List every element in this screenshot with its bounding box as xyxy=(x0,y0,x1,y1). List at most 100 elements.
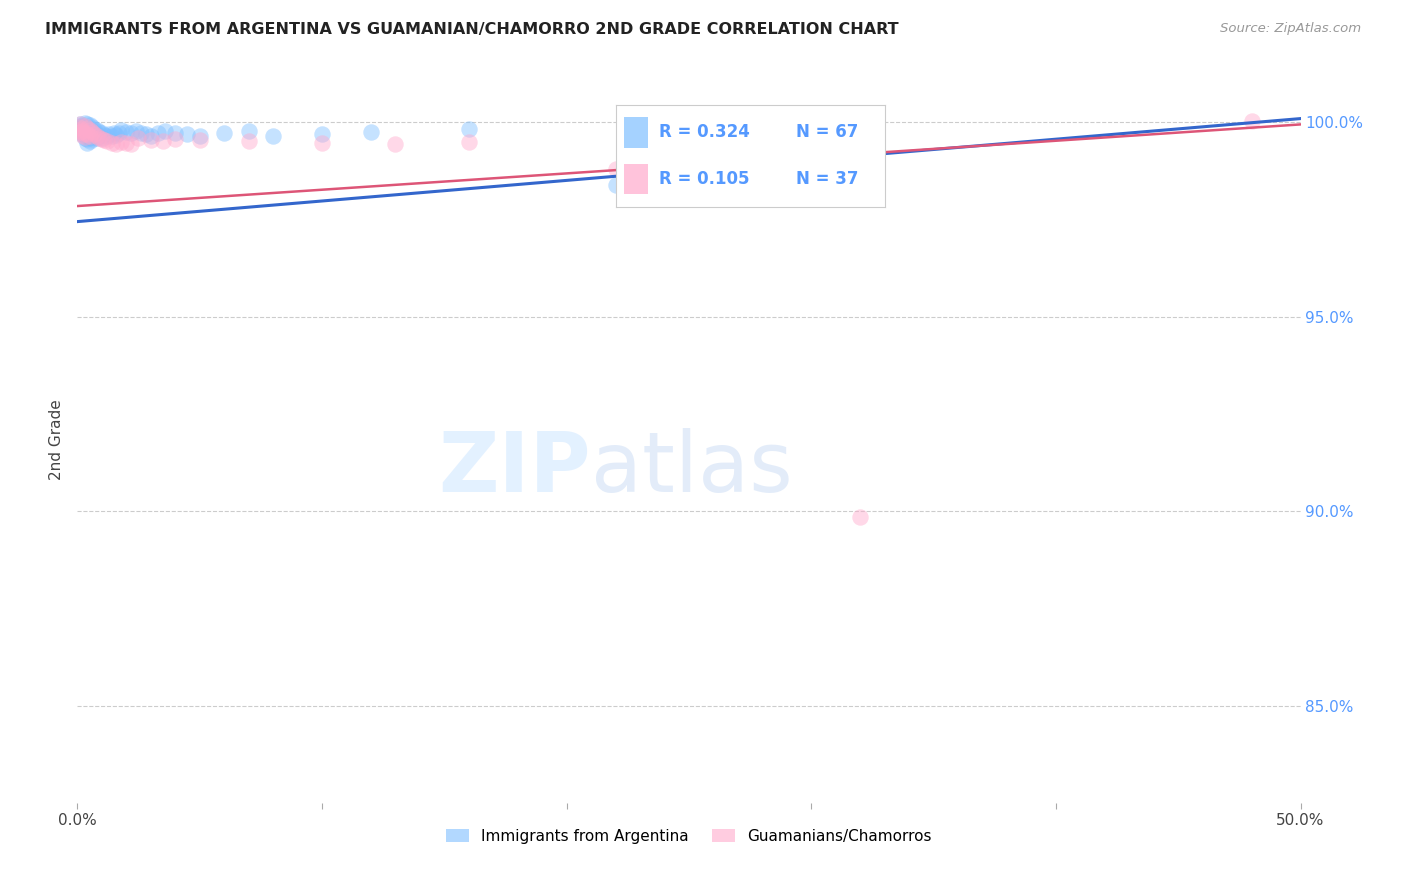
Point xyxy=(80,124,103,138)
Point xyxy=(125,124,148,138)
Point xyxy=(96,134,118,148)
Point xyxy=(176,127,198,141)
Point xyxy=(76,127,98,141)
Point xyxy=(70,123,93,137)
Point xyxy=(73,131,96,145)
Point xyxy=(79,123,101,137)
Point xyxy=(67,120,90,135)
Point xyxy=(135,127,157,141)
Point xyxy=(79,129,101,144)
Point xyxy=(384,137,406,152)
Point xyxy=(849,510,872,524)
Point xyxy=(73,120,96,134)
Point xyxy=(79,122,101,136)
Point xyxy=(238,124,260,138)
Point xyxy=(89,125,111,139)
Point xyxy=(83,121,105,136)
Point xyxy=(188,128,211,143)
Point xyxy=(69,117,91,131)
Point xyxy=(86,131,108,145)
Point xyxy=(76,136,98,150)
Point xyxy=(824,113,846,128)
Point xyxy=(146,127,169,141)
Text: Source: ZipAtlas.com: Source: ZipAtlas.com xyxy=(1220,22,1361,36)
Point xyxy=(103,127,125,141)
Point xyxy=(83,126,105,140)
Point xyxy=(73,128,96,142)
Point xyxy=(96,129,118,144)
Text: atlas: atlas xyxy=(591,428,793,509)
Point xyxy=(605,162,627,177)
Point xyxy=(80,125,103,139)
Point xyxy=(69,117,91,131)
Point xyxy=(110,123,132,137)
Point xyxy=(129,126,152,140)
Point xyxy=(79,126,101,140)
Point xyxy=(108,126,131,140)
Point xyxy=(105,136,128,151)
Point xyxy=(76,125,98,139)
Point xyxy=(83,127,105,141)
Point xyxy=(76,132,98,146)
Point xyxy=(1240,113,1263,128)
Text: IMMIGRANTS FROM ARGENTINA VS GUAMANIAN/CHAMORRO 2ND GRADE CORRELATION CHART: IMMIGRANTS FROM ARGENTINA VS GUAMANIAN/C… xyxy=(45,22,898,37)
Point xyxy=(188,133,211,147)
Y-axis label: 2nd Grade: 2nd Grade xyxy=(49,399,65,480)
Point xyxy=(155,124,177,138)
Point xyxy=(76,128,98,143)
Point xyxy=(120,127,142,141)
Point xyxy=(80,132,103,146)
Point xyxy=(67,120,90,134)
Point xyxy=(93,128,115,142)
Point xyxy=(152,134,174,148)
Point xyxy=(73,116,96,130)
Point xyxy=(89,131,111,145)
Point xyxy=(457,122,479,136)
Point xyxy=(90,130,112,145)
Point xyxy=(72,125,94,139)
Point xyxy=(105,128,128,142)
Point xyxy=(93,133,115,147)
Point xyxy=(165,132,187,146)
Point xyxy=(80,120,103,135)
Point xyxy=(77,130,100,145)
Point xyxy=(90,127,112,141)
Point xyxy=(360,125,382,139)
Point xyxy=(89,129,111,144)
Point xyxy=(311,136,333,150)
Point xyxy=(86,123,108,137)
Point xyxy=(86,127,108,141)
Point xyxy=(139,128,162,143)
Point xyxy=(110,135,132,149)
Point xyxy=(70,122,93,136)
Point xyxy=(115,125,138,139)
Point xyxy=(120,137,142,152)
Point xyxy=(115,136,138,150)
Point xyxy=(70,127,93,141)
Point xyxy=(212,127,235,141)
Point xyxy=(165,126,187,140)
Point xyxy=(73,130,96,145)
Point xyxy=(76,121,98,136)
Point xyxy=(70,120,93,135)
Point xyxy=(90,132,112,146)
Point xyxy=(73,120,96,135)
Point xyxy=(76,117,98,131)
Point xyxy=(70,124,93,138)
Point xyxy=(139,132,162,146)
Text: ZIP: ZIP xyxy=(439,428,591,509)
Point xyxy=(98,127,121,141)
Point xyxy=(83,129,105,144)
Point xyxy=(79,134,101,148)
Point xyxy=(79,129,101,144)
Point xyxy=(69,125,91,139)
Point xyxy=(457,135,479,149)
Point xyxy=(72,127,94,141)
Point xyxy=(70,119,93,133)
Point xyxy=(79,118,101,132)
Point xyxy=(311,127,333,141)
Point xyxy=(76,120,98,135)
Point xyxy=(262,129,284,144)
Point xyxy=(100,128,122,143)
Point xyxy=(69,121,91,136)
